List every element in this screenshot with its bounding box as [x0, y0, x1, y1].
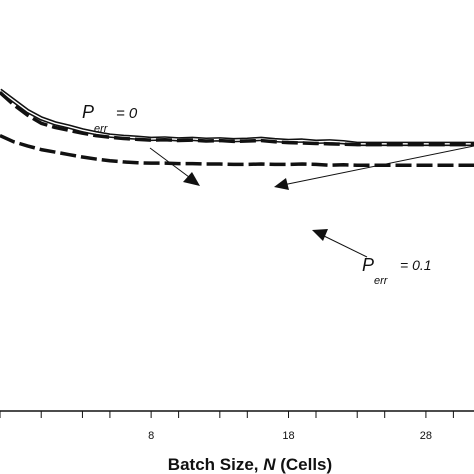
- annotation-perr-01-text: = 0.1: [400, 257, 432, 273]
- annotation-arrow-perr-0: [149, 147, 194, 181]
- annotation-arrowhead-perr-0: [183, 172, 200, 186]
- series-0-line-inner: [0, 89, 474, 145]
- x-tick-label-8: 8: [148, 430, 154, 442]
- series-1-line: [0, 91, 474, 147]
- x-tick-label-18: 18: [282, 430, 294, 442]
- series-layer: [0, 88, 474, 167]
- annotation-arrow-perr-01: [321, 234, 368, 258]
- annotation-arrowhead-right: [274, 178, 289, 190]
- series-2-line: [0, 134, 474, 167]
- annotation-perr-0-var: P: [82, 102, 94, 122]
- annotation-perr-0-text: = 0: [116, 105, 138, 122]
- x-axis-label-suffix: (Cells): [276, 455, 333, 474]
- annotation-perr-01: P err = 0.1: [362, 255, 432, 288]
- x-ticks: 8 18 28: [0, 411, 454, 442]
- annotation-perr-0-sub: err: [94, 123, 109, 135]
- annotation-perr-01-var: P: [362, 255, 374, 275]
- annotation-arrowhead-perr-01: [312, 229, 328, 241]
- annotation-layer: P err = 0 P err = 0.1: [82, 102, 474, 288]
- x-axis-label-var: N: [263, 455, 276, 474]
- x-tick-label-28: 28: [420, 430, 432, 442]
- x-axis-label-prefix: Batch Size,: [168, 455, 263, 474]
- x-axis-label: Batch Size, N (Cells): [168, 455, 332, 474]
- annotation-perr-0: P err = 0: [82, 102, 138, 136]
- annotation-perr-01-sub: err: [374, 275, 389, 287]
- series-0-line: [0, 88, 474, 147]
- annotation-arrow-right: [282, 145, 474, 186]
